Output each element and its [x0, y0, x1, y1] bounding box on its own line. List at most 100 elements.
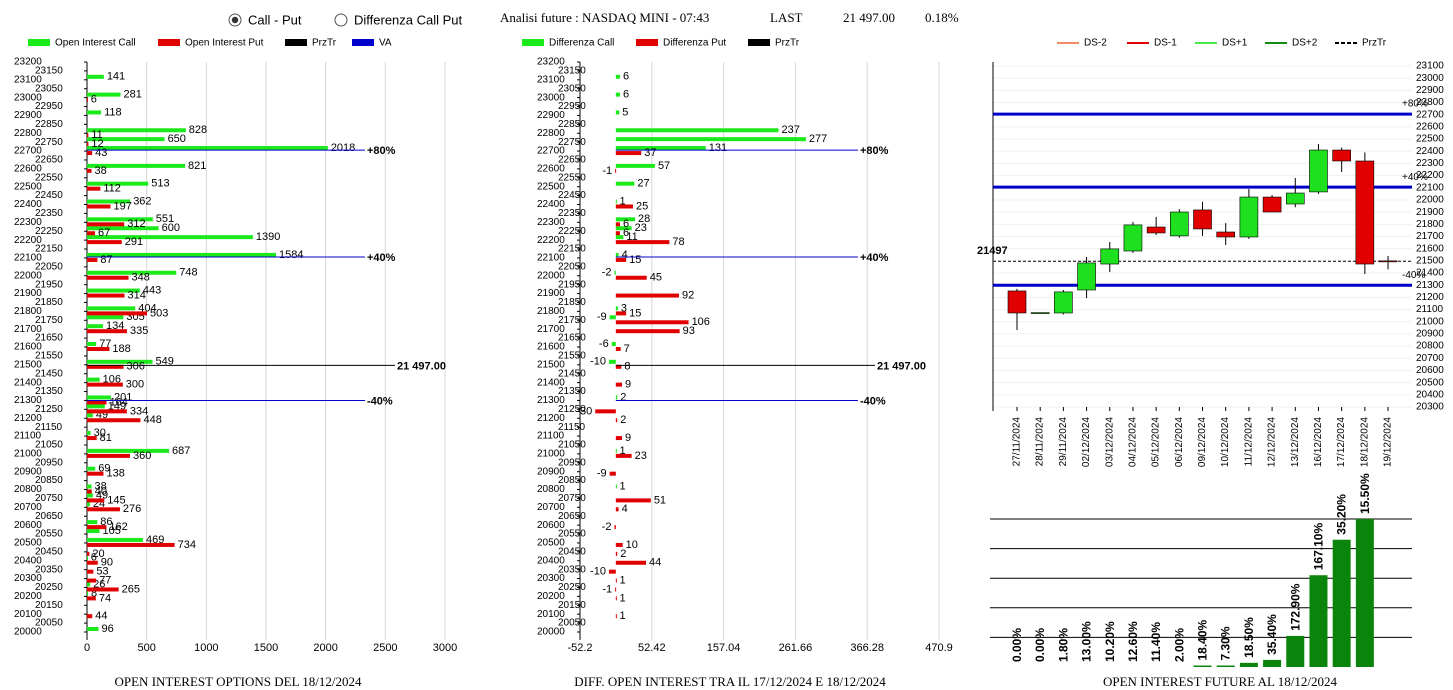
x-tick-label: 1500: [254, 642, 278, 654]
bar: [87, 377, 100, 382]
y-tick-label: 20300: [14, 573, 42, 584]
value-label: -9: [597, 468, 607, 480]
value-label: -30: [576, 405, 592, 417]
value-label: 112: [103, 183, 121, 195]
bar-annotation: 35.40%: [1265, 614, 1279, 655]
bar: [608, 359, 616, 364]
y-tick-label: 22900: [14, 110, 42, 121]
bar-annotation: 167.10%: [1311, 523, 1325, 571]
y-tick-label: 20500: [14, 538, 42, 549]
y-tick-label: 23150: [35, 66, 63, 77]
y-tick-label: 23100: [1416, 61, 1444, 72]
value-label: 9: [625, 432, 631, 444]
value-label: -2: [602, 267, 612, 279]
y-tick-label: 21100: [537, 431, 565, 442]
bar: [87, 542, 175, 547]
value-label: 276: [123, 503, 141, 515]
y-tick-label: 21000: [537, 449, 565, 460]
y-tick-label: 20750: [558, 493, 586, 504]
y-tick-label: 20350: [558, 564, 586, 575]
y-tick-label: 21150: [558, 422, 586, 433]
bar: [615, 453, 632, 458]
y-tick-label: 21800: [14, 306, 42, 317]
value-label: 4: [622, 249, 628, 261]
value-label: 67: [98, 227, 110, 239]
x-tick-label: 06/12/2024: [1174, 417, 1185, 467]
bar: [87, 520, 98, 525]
value-label: 3: [621, 302, 627, 314]
radio-diff[interactable]: [334, 13, 348, 27]
y-tick-label: 20350: [35, 564, 63, 575]
value-label: 6: [623, 218, 629, 230]
y-tick-label: 20850: [558, 475, 586, 486]
y-tick-label: 20000: [14, 627, 42, 638]
value-label: 77: [99, 338, 111, 350]
bar: [615, 222, 620, 227]
value-label: 6: [91, 94, 97, 106]
value-label: 650: [168, 133, 186, 145]
bar: [87, 493, 93, 498]
y-tick-label: 21400: [1416, 268, 1444, 279]
bar: [87, 471, 104, 476]
y-tick-label: 22100: [1416, 182, 1444, 193]
bar: [87, 231, 95, 236]
reference-label: -40%: [1402, 270, 1425, 281]
bar: [87, 163, 185, 168]
y-tick-label: 20400: [1416, 389, 1444, 400]
value-label: 300: [126, 379, 144, 391]
bar: [87, 614, 93, 619]
bar: [87, 498, 105, 503]
y-tick-label: 21250: [558, 404, 586, 415]
candle-body: [1146, 226, 1166, 234]
value-label: 821: [188, 160, 206, 172]
x-tick-label: 157.04: [707, 642, 741, 654]
radio-label[interactable]: Call - Put: [248, 12, 302, 27]
value-label: 277: [809, 133, 827, 145]
bar-annotation: 15.50%: [1358, 473, 1372, 514]
y-tick-label: 22800: [14, 128, 42, 139]
bar: [87, 418, 141, 423]
bar: [87, 591, 88, 596]
candle-body: [1030, 312, 1050, 314]
bar: [87, 382, 123, 387]
legend-label: Differenza Put: [663, 38, 726, 49]
legend-label: DS-2: [1084, 38, 1107, 49]
bar: [87, 97, 88, 102]
y-tick-label: 22700: [1416, 109, 1444, 120]
y-tick-label: 20600: [537, 520, 565, 531]
value-label: 10: [626, 539, 638, 551]
value-label: 15: [629, 254, 641, 266]
candle-body: [1007, 290, 1027, 314]
y-tick-label: 20600: [14, 520, 42, 531]
value-label: 131: [709, 142, 727, 154]
bar: [615, 137, 806, 142]
y-tick-label: 21500: [537, 359, 565, 370]
radio-label[interactable]: Differenza Call Put: [354, 12, 463, 27]
bar: [87, 142, 89, 147]
bar: [87, 217, 153, 222]
bar: [609, 315, 616, 320]
reference-label: +80%: [860, 145, 889, 157]
value-label: 237: [781, 124, 799, 136]
y-tick-label: 20500: [1416, 377, 1444, 388]
x-tick-label: 11/12/2024: [1243, 417, 1254, 467]
value-label: 44: [649, 557, 661, 569]
y-tick-label: 22000: [537, 270, 565, 281]
bar: [87, 587, 119, 592]
legend-label: Open Interest Put: [185, 38, 264, 49]
y-tick-label: 22350: [35, 208, 63, 219]
candle-body: [1309, 149, 1328, 193]
value-label: 20: [92, 548, 104, 560]
reference-label: 21497: [977, 245, 1008, 257]
value-label: 443: [143, 284, 161, 296]
value-label: 1: [620, 574, 626, 586]
header: Call - Put Differenza Call Put Analisi f…: [228, 10, 959, 27]
x-tick-label: 52.42: [638, 642, 666, 654]
candle-body: [1355, 160, 1375, 265]
y-tick-label: 22950: [558, 101, 586, 112]
bar: [615, 347, 621, 351]
bar: [615, 418, 618, 423]
value-label: 2018: [331, 142, 355, 154]
y-tick-label: 20100: [14, 609, 42, 620]
bar: [615, 217, 636, 222]
